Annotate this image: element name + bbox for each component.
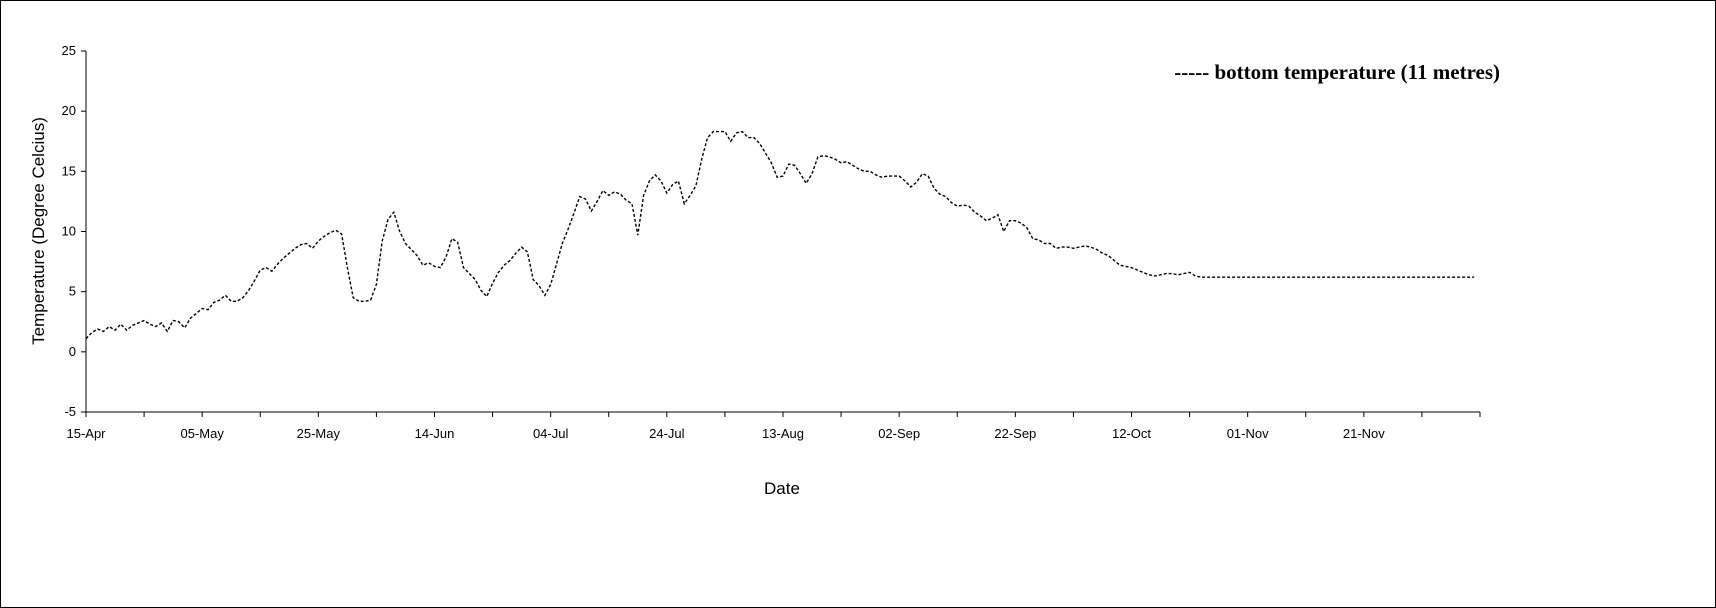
axes [85, 51, 1480, 413]
y-axis-title: Temperature (Degree Celcius) [29, 117, 48, 345]
x-tick-label: 12-Oct [1112, 426, 1151, 441]
x-tick-label: 25-May [297, 426, 341, 441]
y-tick-label: 5 [69, 284, 76, 299]
y-tick-label: 20 [62, 103, 76, 118]
x-tick-label: 01-Nov [1227, 426, 1269, 441]
x-tick-label: 14-Jun [415, 426, 455, 441]
y-tick-label: 0 [69, 344, 76, 359]
x-tick-label: 22-Sep [994, 426, 1036, 441]
x-tick-label: 24-Jul [649, 426, 685, 441]
x-axis-title: Date [764, 479, 800, 498]
y-tick-label: 25 [62, 43, 76, 58]
series-layer [85, 130, 1475, 340]
y-tick-label: -5 [64, 404, 76, 419]
x-tick-label: 04-Jul [533, 426, 569, 441]
x-axis-ticks: 15-Apr 05-May 25-May 14-Jun 04-Jul 24-Jul 13-A… [66, 412, 1481, 441]
y-tick-label: 10 [62, 224, 76, 239]
x-tick-label: 21-Nov [1343, 426, 1385, 441]
x-tick-label: 02-Sep [878, 426, 920, 441]
y-tick-label: 15 [62, 163, 76, 178]
legend-entry: ----- bottom temperature (11 metres) [1174, 60, 1500, 84]
x-tick-label: 15-Apr [66, 426, 106, 441]
x-tick-label: 13-Aug [762, 426, 804, 441]
x-tick-label: 05-May [180, 426, 224, 441]
series-line-bottom-temperature [85, 130, 1475, 340]
y-axis-ticks: -5 0 5 10 15 20 25 [62, 43, 86, 419]
